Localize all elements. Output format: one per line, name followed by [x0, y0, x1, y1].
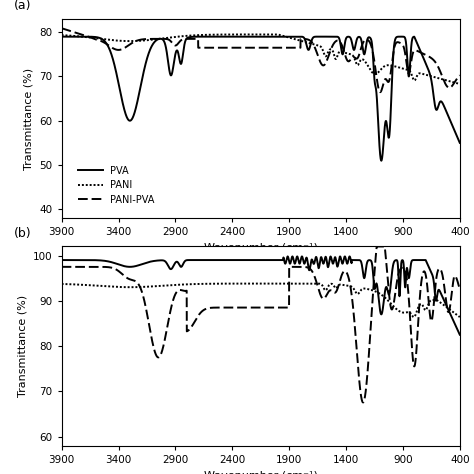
PANI-PVA [374, 244, 380, 249]
PVA [229, 34, 235, 39]
PANI [59, 32, 64, 38]
PVA [104, 258, 110, 264]
PANI [229, 32, 235, 37]
Legend: PVA, PANI, PANI-PVA: PVA, PANI, PANI-PVA [74, 162, 159, 209]
PANI-PVA [229, 305, 235, 310]
Y-axis label: Transmittance (%): Transmittance (%) [18, 295, 27, 397]
PANI-PVA [128, 41, 134, 47]
PANI-PVA [128, 277, 134, 283]
PANI [104, 37, 110, 43]
PANI-PVA [360, 400, 366, 405]
PANI-PVA [59, 26, 64, 31]
X-axis label: Wavenumber (cm⁻¹): Wavenumber (cm⁻¹) [204, 470, 318, 474]
PVA [128, 118, 134, 123]
PVA [457, 332, 463, 337]
PANI [449, 79, 455, 85]
PVA [347, 254, 353, 259]
PANI-PVA [449, 83, 455, 89]
PANI [229, 281, 235, 286]
PVA [449, 122, 455, 128]
PANI [211, 32, 217, 37]
Text: (b): (b) [14, 227, 31, 239]
Line: PVA: PVA [62, 256, 460, 335]
PANI-PVA [104, 42, 110, 47]
PANI [457, 314, 463, 320]
PVA [406, 274, 412, 280]
Line: PANI: PANI [62, 283, 460, 317]
PANI-PVA [211, 45, 217, 51]
PANI [310, 281, 316, 286]
PANI-PVA [229, 45, 235, 51]
Y-axis label: Transmittance (%): Transmittance (%) [24, 67, 34, 170]
PVA [378, 158, 384, 164]
PANI [104, 283, 110, 289]
PVA [229, 257, 235, 263]
PVA [59, 34, 64, 39]
Line: PANI-PVA: PANI-PVA [62, 246, 460, 402]
PANI [411, 314, 417, 320]
PANI-PVA [449, 286, 455, 292]
PVA [104, 42, 110, 47]
PVA [224, 34, 229, 39]
PVA [128, 264, 134, 270]
PANI-PVA [59, 264, 64, 270]
PANI-PVA [457, 73, 463, 78]
PVA [59, 257, 64, 263]
X-axis label: Wavenumber (cm⁻¹): Wavenumber (cm⁻¹) [204, 243, 318, 253]
PANI-PVA [457, 287, 463, 292]
PANI [211, 281, 217, 287]
PANI [406, 68, 412, 73]
PANI [59, 281, 64, 287]
PANI-PVA [377, 89, 383, 95]
Text: (a): (a) [14, 0, 31, 12]
PVA [211, 34, 217, 39]
PANI [128, 38, 134, 44]
PANI-PVA [406, 70, 412, 75]
PANI [128, 284, 134, 290]
Line: PANI-PVA: PANI-PVA [62, 28, 460, 92]
PANI-PVA [104, 264, 110, 270]
Line: PVA: PVA [62, 36, 460, 161]
PVA [407, 71, 412, 77]
Line: PANI: PANI [62, 35, 460, 84]
PVA [449, 315, 455, 321]
PANI-PVA [407, 303, 412, 309]
PANI [449, 309, 455, 314]
PVA [211, 257, 217, 263]
PANI [457, 81, 463, 87]
PANI [275, 32, 281, 37]
PANI-PVA [211, 305, 217, 310]
PANI [406, 310, 412, 315]
PVA [457, 140, 463, 146]
